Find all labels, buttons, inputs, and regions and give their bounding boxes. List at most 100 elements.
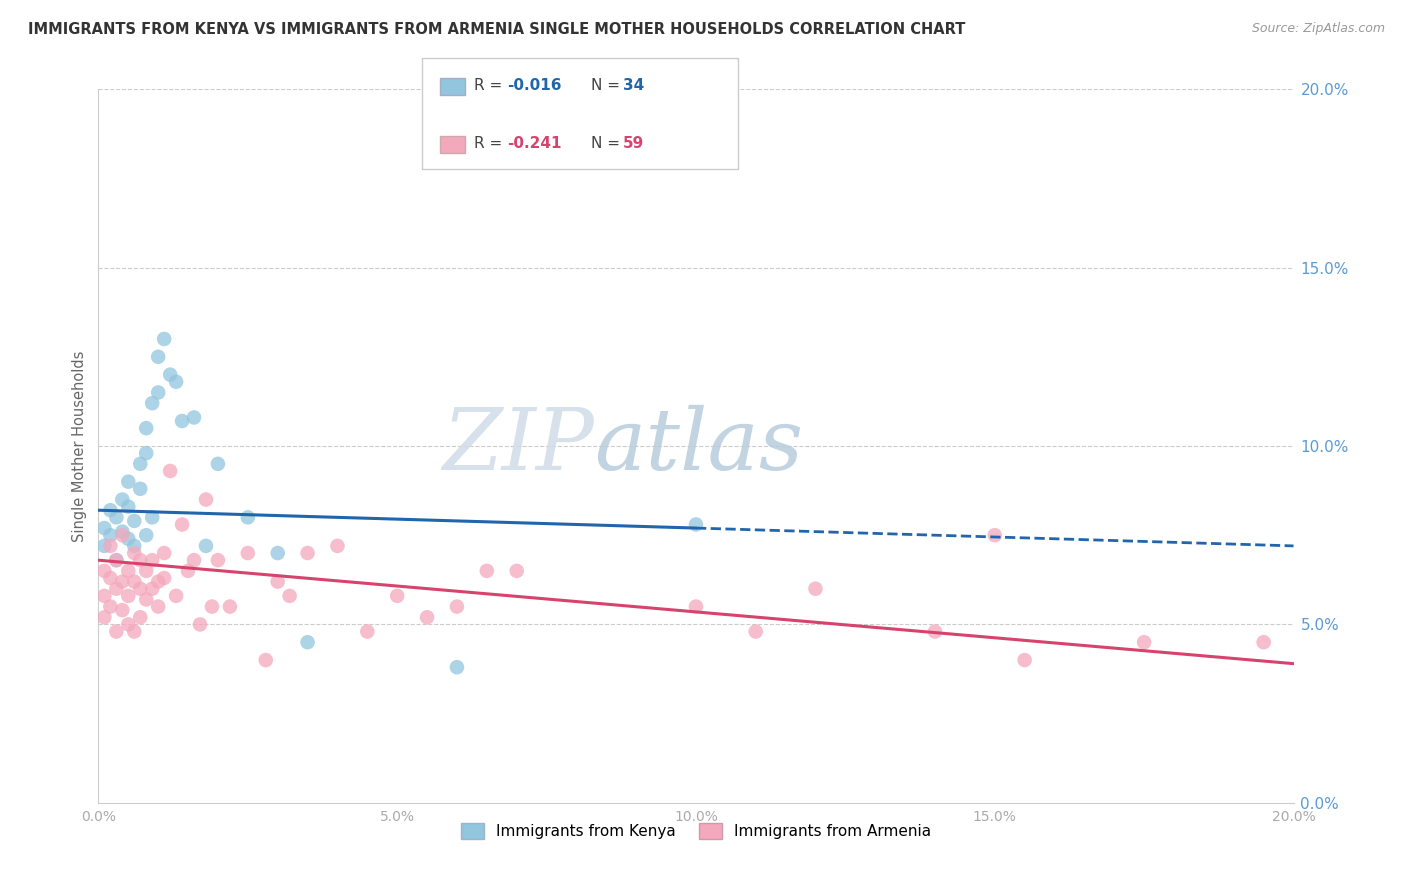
Point [148, 350, 170, 364]
Point [117, 617, 139, 632]
Point [129, 582, 152, 596]
Y-axis label: Single Mother Households: Single Mother Households [72, 351, 87, 541]
Point [111, 492, 134, 507]
Point [165, 589, 187, 603]
Point [385, 589, 409, 603]
Point [98, 539, 122, 553]
Point [183, 410, 205, 425]
Point [297, 546, 319, 560]
Point [416, 610, 439, 624]
Point [159, 464, 181, 478]
Text: R =: R = [474, 78, 508, 93]
Point [278, 589, 301, 603]
Point [135, 592, 157, 607]
Point [356, 624, 378, 639]
Point [105, 553, 128, 567]
Text: 59: 59 [623, 136, 644, 151]
Point [165, 375, 187, 389]
Point [141, 553, 163, 567]
Point [172, 517, 194, 532]
Point [153, 546, 176, 560]
Point [117, 564, 139, 578]
Point [135, 528, 157, 542]
Point [207, 457, 229, 471]
Point [207, 553, 229, 567]
Point [236, 510, 259, 524]
Point [177, 564, 200, 578]
Point [93, 610, 115, 624]
Point [105, 553, 128, 567]
Point [129, 482, 152, 496]
Text: -0.241: -0.241 [508, 136, 562, 151]
Point [129, 553, 152, 567]
Point [93, 589, 115, 603]
Point [105, 510, 128, 524]
Point [506, 564, 529, 578]
Point [148, 574, 170, 589]
Point [188, 617, 211, 632]
Point [105, 624, 128, 639]
Text: N =: N = [591, 78, 624, 93]
Point [446, 660, 468, 674]
Point [1014, 653, 1036, 667]
Point [111, 574, 134, 589]
Point [297, 635, 319, 649]
Point [685, 599, 707, 614]
Point [1133, 635, 1156, 649]
Point [117, 589, 139, 603]
Point [117, 475, 139, 489]
Text: R =: R = [474, 136, 508, 151]
Point [745, 624, 768, 639]
Point [475, 564, 498, 578]
Text: N =: N = [591, 136, 624, 151]
Text: Source: ZipAtlas.com: Source: ZipAtlas.com [1251, 22, 1385, 36]
Legend: Immigrants from Kenya, Immigrants from Armenia: Immigrants from Kenya, Immigrants from A… [454, 817, 938, 845]
Point [135, 564, 157, 578]
Point [124, 574, 146, 589]
Text: atlas: atlas [595, 405, 803, 487]
Point [141, 582, 163, 596]
Point [124, 546, 146, 560]
Point [93, 564, 115, 578]
Point [135, 421, 157, 435]
Point [685, 517, 707, 532]
Point [924, 624, 946, 639]
Point [984, 528, 1007, 542]
Point [195, 492, 218, 507]
Point [201, 599, 224, 614]
Point [117, 532, 139, 546]
Point [254, 653, 277, 667]
Point [219, 599, 242, 614]
Point [446, 599, 468, 614]
Point [135, 446, 157, 460]
Point [129, 457, 152, 471]
Point [124, 539, 146, 553]
Point [804, 582, 827, 596]
Point [98, 503, 122, 517]
Text: -0.016: -0.016 [508, 78, 562, 93]
Text: IMMIGRANTS FROM KENYA VS IMMIGRANTS FROM ARMENIA SINGLE MOTHER HOUSEHOLDS CORREL: IMMIGRANTS FROM KENYA VS IMMIGRANTS FROM… [28, 22, 966, 37]
Point [172, 414, 194, 428]
Point [93, 539, 115, 553]
Point [153, 332, 176, 346]
Point [267, 574, 290, 589]
Point [98, 599, 122, 614]
Point [111, 524, 134, 539]
Point [105, 582, 128, 596]
Point [93, 521, 115, 535]
Point [141, 396, 163, 410]
Point [129, 610, 152, 624]
Point [159, 368, 181, 382]
Point [183, 553, 205, 567]
Point [124, 514, 146, 528]
Point [98, 528, 122, 542]
Point [124, 624, 146, 639]
Point [195, 539, 218, 553]
Point [267, 546, 290, 560]
Point [148, 385, 170, 400]
Point [153, 571, 176, 585]
Point [117, 500, 139, 514]
Point [326, 539, 349, 553]
Point [111, 603, 134, 617]
Point [141, 510, 163, 524]
